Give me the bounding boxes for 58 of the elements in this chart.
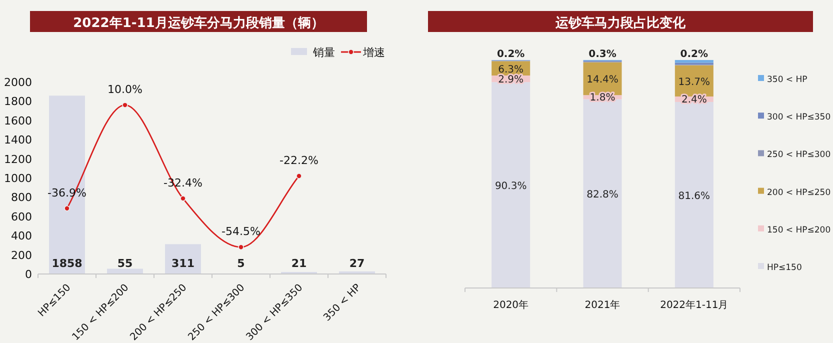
data-label: 2.9% [498,74,524,86]
data-label: -54.5% [222,225,260,238]
data-label: 13.7% [678,76,710,88]
point [64,205,70,212]
y-tick-label: 1600 [4,114,32,128]
data-label: 55 [117,257,133,270]
y-tick-label: 400 [11,230,32,243]
y-tick-label: 1200 [4,152,32,166]
data-label: 10.0% [108,83,142,96]
chart-title: 运钞车马力段占比变化 [554,15,686,31]
bar [49,96,85,274]
x-tick-label: 2020年 [493,299,529,311]
data-label: 27 [349,257,365,270]
data-label: 0.2% [496,49,525,60]
legend-label: 300 < HP≤350 [767,112,831,123]
data-label: 14.4% [586,74,618,86]
x-tick-label: 2021年 [584,299,620,311]
y-tick-label: 600 [11,210,32,224]
y-tick-label: 1800 [4,95,32,108]
legend-label: 销量 [312,46,335,59]
data-label: 0.3% [588,49,616,60]
chart-title: 2022年1-11月运钞车分马力段销量（辆） [73,15,324,31]
data-label: 0.2% [680,49,708,60]
data-label: 81.6% [678,190,710,202]
y-tick-label: 2000 [4,76,32,89]
bar [165,244,201,274]
bar [674,60,714,63]
data-label: 6.3% [498,64,524,76]
x-tick-label: 350 < HP [322,282,364,324]
legend-label: 200 < HP≤250 [767,188,831,198]
legend-label: 350 < HP [767,75,808,85]
point [180,196,186,202]
bar [674,102,714,288]
legend-label: HP≤150 [767,263,802,273]
bar [107,268,143,274]
legend-label: 150 < HP≤200 [767,225,831,236]
bar [492,82,530,288]
y-tick-label: 800 [11,191,32,204]
legend-label: 增速 [362,46,385,59]
bar [583,99,622,288]
data-label: 311 [172,257,194,270]
x-tick-label: 2022年1-11月 [660,299,728,311]
y-tick-label: 0 [25,268,32,281]
data-label: 82.8% [586,190,618,201]
data-label: 21 [291,257,307,270]
point [238,244,244,250]
point [296,173,302,179]
data-label: 1.8% [590,92,616,104]
point [122,102,128,108]
y-tick-label: 1000 [4,172,32,185]
data-label: 5 [237,257,245,270]
y-tick-label: 200 [11,248,32,262]
data-label: -22.2% [280,154,318,167]
data-label: 2.4% [681,94,707,106]
y-tick-label: 1400 [4,134,32,147]
data-label: 90.3% [494,181,527,192]
legend-label: 250 < HP≤300 [767,150,831,160]
data-label: 1858 [52,257,82,270]
